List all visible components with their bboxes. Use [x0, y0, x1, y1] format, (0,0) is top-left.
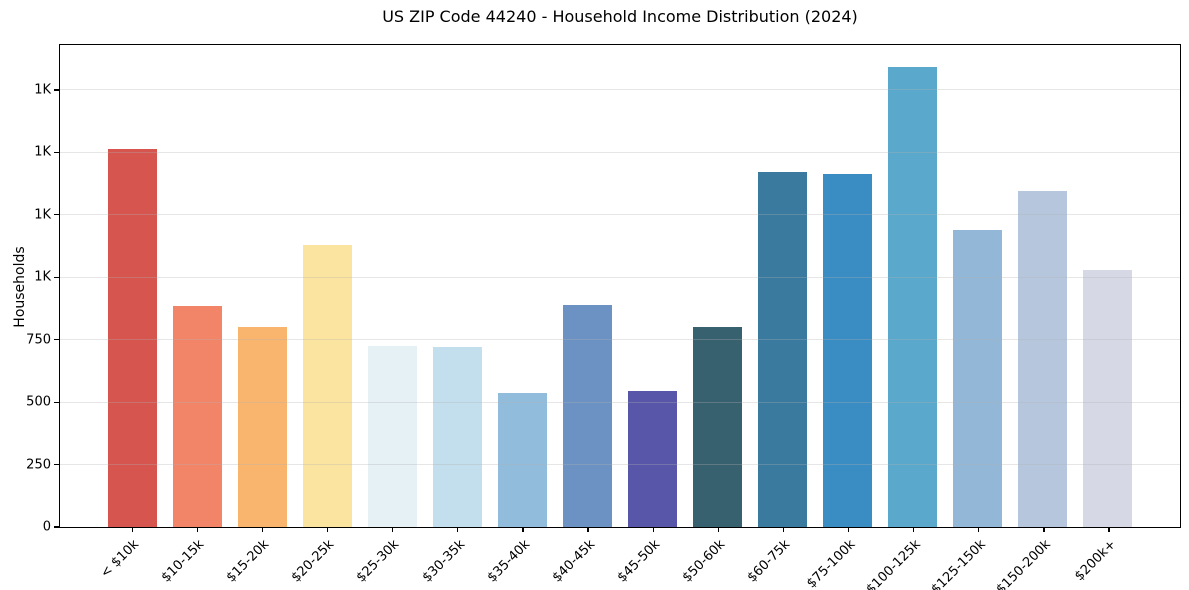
x-tick-label: $20-25k — [289, 537, 338, 586]
x-tick-slot: $200k+ — [1072, 528, 1141, 590]
x-tick-label: $40-45k — [549, 537, 599, 586]
bar — [497, 393, 548, 527]
x-tick-mark — [587, 528, 589, 532]
x-tick-slot: $40-45k — [550, 528, 620, 590]
y-tick-label: 1K — [34, 269, 51, 285]
x-tick-slot: $100-125k — [863, 528, 946, 590]
x-tick-slot: < $10k — [98, 528, 164, 590]
y-tick-mark — [54, 151, 59, 153]
plot-area: 0 250 500 750 1K 1K 1K 1K — [26, 44, 1181, 535]
x-tick-mark — [782, 528, 784, 532]
bar — [367, 345, 418, 527]
x-tick-mark — [392, 528, 394, 532]
bar-slot — [750, 45, 815, 527]
x-tick-slot: $45-50k — [615, 528, 685, 590]
bar-slot — [880, 45, 945, 527]
x-tick-label: $60-75k — [744, 537, 794, 586]
x-tick-label: $35-40k — [484, 537, 533, 586]
bar-slot — [555, 45, 620, 527]
x-tick-mark — [913, 528, 915, 532]
y-tick-mark — [54, 276, 59, 278]
bar — [627, 390, 678, 527]
bar-slot — [1010, 45, 1075, 527]
chart-title: US ZIP Code 44240 - Household Income Dis… — [382, 7, 858, 26]
x-tick-mark — [261, 528, 263, 532]
y-tick-mark — [54, 463, 59, 466]
x-tick-mark — [652, 528, 654, 532]
bar — [237, 327, 288, 527]
bar-slot — [100, 45, 165, 527]
x-tick-slot: $60-75k — [745, 528, 815, 590]
bar-slot — [620, 45, 685, 527]
x-tick-label: $30-35k — [419, 537, 468, 586]
x-tick-mark — [717, 528, 719, 532]
x-tick-mark — [196, 528, 198, 532]
y-tick-label: 250 — [26, 457, 51, 473]
y-tick-label: 0 — [42, 519, 51, 535]
bar-slot — [165, 45, 230, 527]
bar — [302, 244, 353, 527]
x-tick-mark — [522, 528, 524, 532]
y-tick-mark — [54, 214, 59, 216]
x-tick-label: $15-20k — [223, 537, 273, 586]
x-tick-mark — [1043, 528, 1045, 532]
x-tick-slot: $25-30k — [354, 528, 425, 590]
x-tick-mark — [1108, 528, 1110, 532]
x-tick-mark — [978, 528, 980, 532]
bar-slot — [295, 45, 360, 527]
bar — [107, 148, 158, 527]
x-tick-label: $50-60k — [679, 537, 729, 586]
bar-slot — [425, 45, 490, 527]
x-tick-slot: $20-25k — [289, 528, 359, 590]
y-tick-label: 500 — [26, 394, 51, 410]
x-tick-slot: $125-150k — [929, 528, 1011, 590]
bar-slot — [230, 45, 295, 527]
x-axis: < $10k $10-15k $15-20k $20-25k $25-30k $30-35… — [59, 528, 1181, 590]
x-tick-slot: $35-40k — [484, 528, 555, 590]
y-tick-label: 1K — [34, 207, 51, 223]
x-tick-slot: $150-200k — [994, 528, 1076, 590]
x-tick-mark — [457, 528, 459, 532]
bars-container — [60, 45, 1180, 527]
x-tick-slot: $50-60k — [680, 528, 750, 590]
x-tick-label: $25-30k — [354, 537, 403, 586]
bar-slot — [815, 45, 880, 527]
y-tick-mark — [54, 89, 59, 91]
bar-slot — [360, 45, 425, 527]
bar — [757, 172, 808, 527]
y-tick-mark — [54, 339, 59, 341]
bar — [562, 304, 613, 527]
bar — [1082, 269, 1133, 527]
y-tick-mark — [54, 401, 59, 403]
bar-slot — [490, 45, 555, 527]
bar — [1017, 191, 1068, 527]
y-tick-label: 750 — [26, 332, 51, 348]
bar-slot — [1075, 45, 1140, 527]
x-tick-slot: $75-100k — [804, 528, 880, 590]
x-tick-slot: $30-35k — [419, 528, 490, 590]
x-tick-slot: $15-20k — [224, 528, 294, 590]
bar — [432, 347, 483, 527]
bar-slot — [945, 45, 1010, 527]
x-tick-slot: $10-15k — [159, 528, 229, 590]
bar — [822, 173, 873, 527]
x-tick-label: $10-15k — [158, 537, 208, 586]
x-tick-mark — [131, 528, 133, 532]
bar — [172, 305, 223, 527]
y-axis-label: Households — [12, 246, 28, 328]
bar — [692, 327, 743, 527]
bar-slot — [685, 45, 750, 527]
y-tick-label: 1K — [34, 144, 51, 160]
x-tick-mark — [847, 528, 850, 532]
y-tick-label: 1K — [34, 82, 51, 98]
bar — [887, 67, 938, 527]
x-tick-label: $200k+ — [1072, 537, 1120, 585]
x-tick-label: $45-50k — [614, 537, 664, 586]
x-tick-label: < $10k — [98, 537, 143, 582]
bar — [952, 229, 1003, 527]
x-tick-mark — [326, 528, 329, 532]
